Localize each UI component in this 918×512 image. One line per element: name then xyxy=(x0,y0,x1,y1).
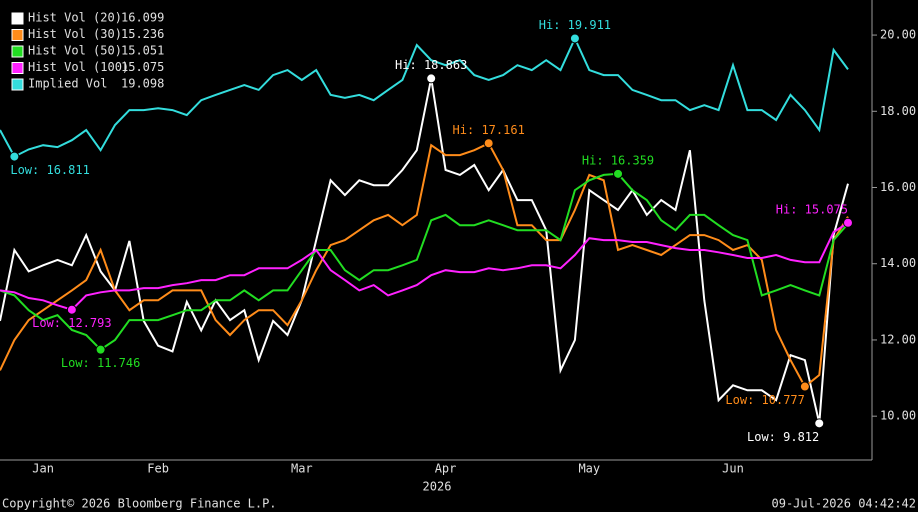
series-line xyxy=(0,172,849,351)
y-tick-label: 20.00 xyxy=(880,28,916,42)
legend-swatch xyxy=(11,78,24,91)
legend-label: Hist Vol (20) xyxy=(28,11,122,25)
legend-label: Hist Vol (100) xyxy=(28,60,129,74)
low-label: Low: 10.777 xyxy=(725,393,804,407)
legend-label: Hist Vol (30) xyxy=(28,27,122,41)
low-label: Low: 12.793 xyxy=(32,316,111,330)
hi-marker xyxy=(843,217,853,228)
legend-swatch xyxy=(11,12,24,25)
legend-label: Implied Vol xyxy=(28,77,107,91)
legend-swatch xyxy=(11,62,24,74)
x-tick-label: Mar xyxy=(291,462,313,476)
x-tick-label: Feb xyxy=(147,462,169,476)
low-marker xyxy=(66,304,77,315)
series-line xyxy=(0,78,849,424)
x-tick-label: Apr xyxy=(435,462,457,476)
hi-marker xyxy=(569,33,580,44)
low-label: Low: 9.812 xyxy=(747,430,819,444)
y-tick-label: 18.00 xyxy=(880,104,916,118)
hi-label: Hi: 19.911 xyxy=(539,18,611,32)
low-marker xyxy=(9,151,20,162)
hi-marker xyxy=(426,73,437,84)
legend-value: 15.051 xyxy=(121,44,164,58)
hi-label: Hi: 16.359 xyxy=(582,153,654,167)
footer-left: Copyright© 2026 Bloomberg Finance L.P. xyxy=(2,497,277,511)
legend-background xyxy=(4,8,167,94)
hi-marker xyxy=(613,168,624,179)
y-tick-label: 16.00 xyxy=(880,180,916,194)
x-tick-label: Jun xyxy=(722,462,744,476)
y-tick-label: 10.00 xyxy=(880,409,916,423)
series-line xyxy=(0,141,849,389)
legend-swatch xyxy=(11,29,24,41)
x-tick-label: Jan xyxy=(32,462,54,476)
legend-swatch xyxy=(11,45,24,58)
hi-label: Hi: 17.161 xyxy=(453,123,525,137)
legend-label: Hist Vol (50) xyxy=(28,44,122,58)
y-tick-label: 12.00 xyxy=(880,332,916,346)
legend-value: 15.075 xyxy=(121,60,164,74)
legend-value: 16.099 xyxy=(121,11,164,25)
x-axis-label: 2026 xyxy=(423,480,452,494)
low-label: Low: 16.811 xyxy=(10,163,89,177)
legend-value: 19.098 xyxy=(121,77,164,91)
x-tick-label: May xyxy=(578,462,600,476)
low-marker xyxy=(799,381,810,392)
y-tick-label: 14.00 xyxy=(880,256,916,270)
hi-marker xyxy=(483,138,494,149)
hi-label: Hi: 18.863 xyxy=(395,58,467,72)
hi-label: Hi: 15.075 xyxy=(776,202,848,216)
series-line xyxy=(0,36,849,158)
legend: Hist Vol (20) 16.099 Hist Vol (30) 15.236 Hi… xyxy=(4,8,167,94)
footer-right: 09-Jul-2026 04:42:42 xyxy=(772,497,917,511)
series-line xyxy=(0,221,849,311)
low-label: Low: 11.746 xyxy=(61,356,140,370)
legend-value: 15.236 xyxy=(121,27,164,41)
low-marker xyxy=(814,418,825,429)
low-marker xyxy=(95,344,106,355)
